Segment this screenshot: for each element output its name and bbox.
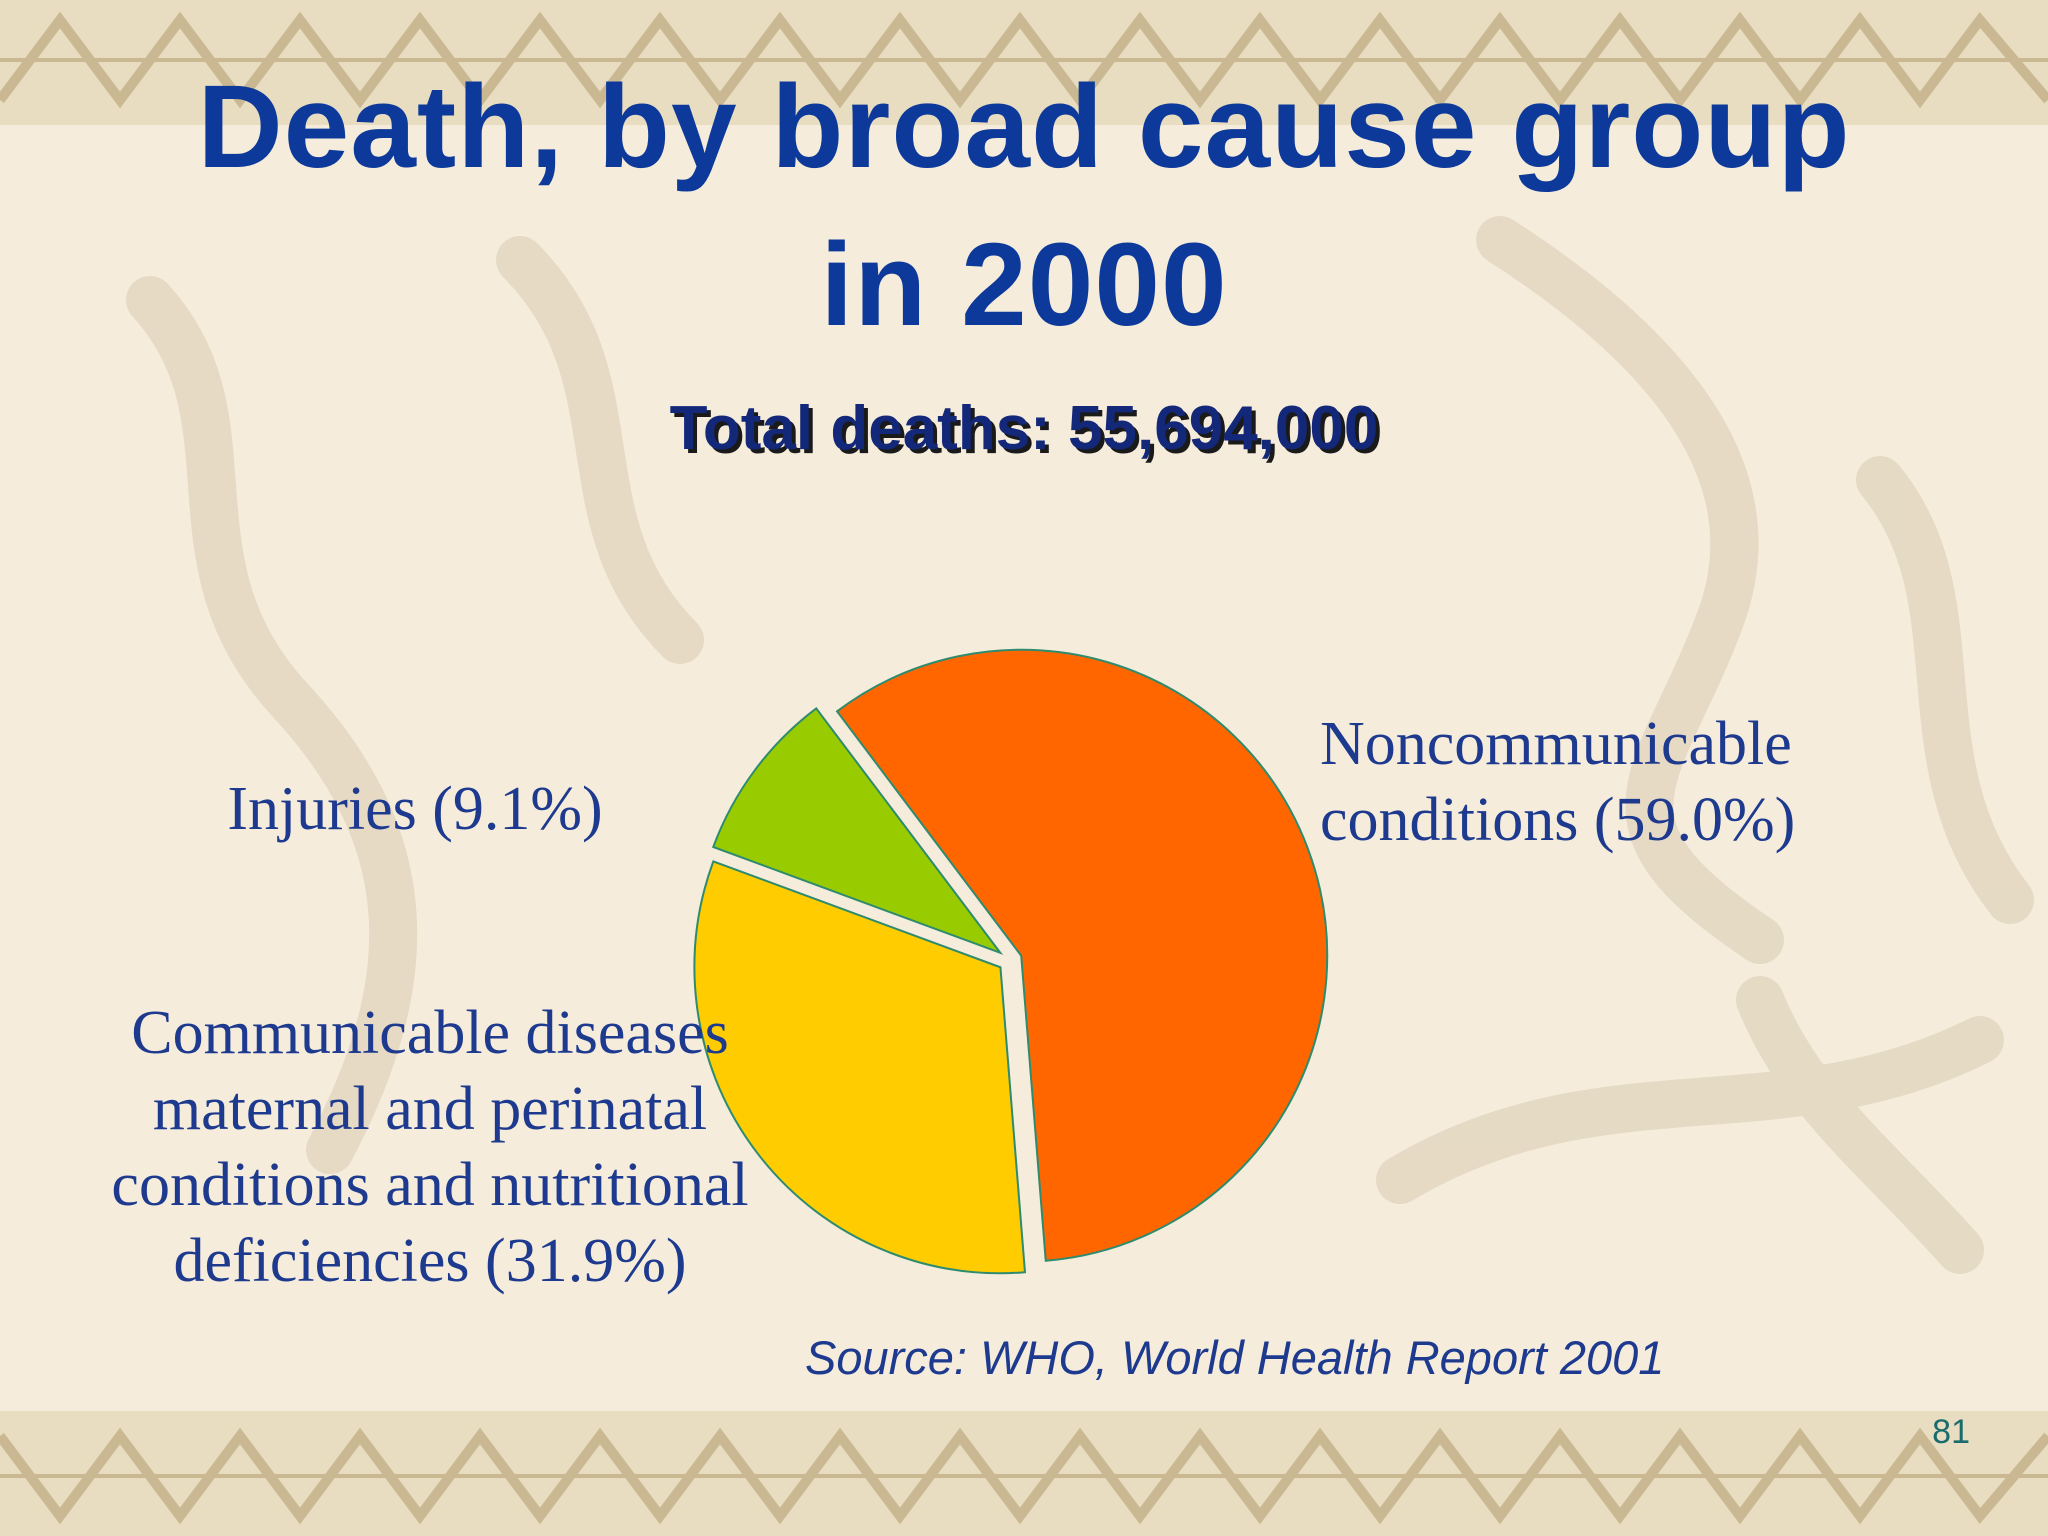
page-number: 81: [1932, 1413, 1970, 1451]
slice-label-noncommunicable: Noncommunicable conditions (59.0%): [1320, 710, 1796, 854]
bottom-ornament-band: [0, 1411, 2048, 1536]
top-ornament-band: [0, 0, 2048, 125]
source-note: Source: WHO, World Health Report 2001: [805, 1331, 1665, 1384]
title-line-2: in 2000: [820, 219, 1228, 351]
slice-label-injuries: Injuries (9.1%): [227, 775, 603, 843]
pie-slice-noncommunicable: [835, 648, 1329, 1262]
pie-slice-communicable: [693, 860, 1027, 1275]
slide-title: Death, by broad cause group in 2000: [0, 48, 2048, 364]
chart-subtitle: Total deaths: 55,694,000: [669, 394, 1379, 463]
pie-slice-injuries: [711, 707, 1004, 955]
title-line-1: Death, by broad cause group: [197, 61, 1851, 193]
slice-label-communicable: Communicable diseases maternal and perin…: [111, 999, 749, 1295]
